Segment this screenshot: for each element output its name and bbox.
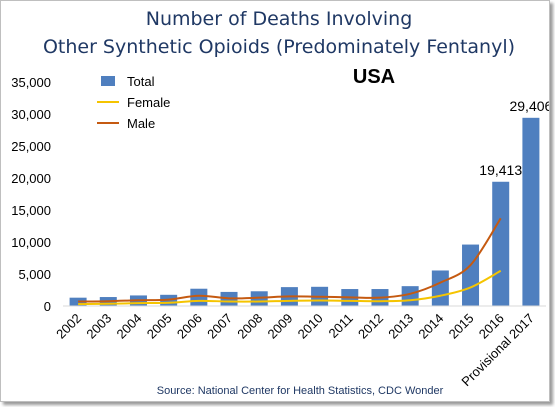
x-tick-label: 2015 xyxy=(446,311,477,342)
line-female xyxy=(78,269,502,306)
y-tick-label: 35,000 xyxy=(11,75,51,90)
bar-total-provisional-2017 xyxy=(522,117,540,306)
bar-total-2015 xyxy=(462,244,480,306)
legend-label-male: Male xyxy=(127,116,155,131)
bar-total-2016 xyxy=(492,181,510,306)
legend-label-female: Female xyxy=(127,95,170,110)
chart-frame: Number of Deaths Involving Other Synthet… xyxy=(0,0,550,402)
y-tick-label: 25,000 xyxy=(11,139,51,154)
y-tick-label: 0 xyxy=(44,299,51,314)
x-tick-label: 2009 xyxy=(264,311,295,342)
x-tick-label: 2002 xyxy=(53,311,84,342)
x-tick-label: 2004 xyxy=(114,311,145,342)
y-tick-label: 30,000 xyxy=(11,107,51,122)
x-tick-label: 2012 xyxy=(355,311,386,342)
y-tick-label: 15,000 xyxy=(11,203,51,218)
x-tick-label: 2010 xyxy=(295,311,326,342)
bar-total-2006 xyxy=(190,288,208,306)
bar-total-2002 xyxy=(69,297,87,306)
legend-label-total: Total xyxy=(127,74,155,89)
x-tick-label: 2005 xyxy=(144,311,175,342)
x-tick-label: 2003 xyxy=(83,311,114,342)
data-label: 19,413 xyxy=(479,162,522,178)
chart-title-line-2: Other Synthetic Opioids (Predominately F… xyxy=(43,36,515,58)
chart: Number of Deaths Involving Other Synthet… xyxy=(11,8,549,397)
y-tick-label: 10,000 xyxy=(11,235,51,250)
x-tick-label: 2013 xyxy=(385,311,416,342)
x-tick-label: 2006 xyxy=(174,311,205,342)
x-tick-label: 2007 xyxy=(204,311,235,342)
region-label: USA xyxy=(353,66,395,88)
chart-title-line-1: Number of Deaths Involving xyxy=(146,8,413,30)
bar-total-2014 xyxy=(431,270,449,306)
x-tick-label: 2011 xyxy=(326,311,356,341)
line-male xyxy=(78,217,502,303)
y-tick-label: 5,000 xyxy=(18,267,51,282)
data-label: 29,406 xyxy=(509,98,549,114)
x-tick-label: 2014 xyxy=(415,311,446,342)
legend-swatch-total xyxy=(101,76,115,86)
x-tick-label: 2008 xyxy=(234,311,265,342)
source-note: Source: National Center for Health Stati… xyxy=(157,385,444,397)
y-tick-label: 20,000 xyxy=(11,171,51,186)
